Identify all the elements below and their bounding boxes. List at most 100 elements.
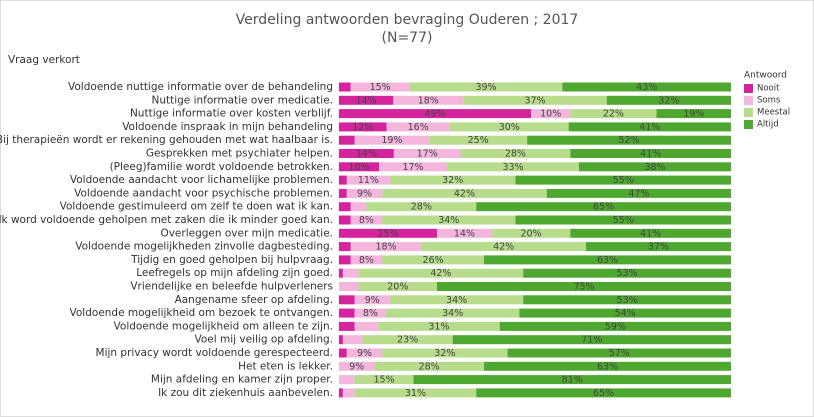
bar-segment [339, 255, 351, 265]
category-label: Voldoende inspraak in mijn behandeling [122, 121, 333, 133]
data-label: 41% [639, 122, 660, 133]
data-label: 8% [359, 255, 374, 266]
bar-segment [413, 375, 731, 385]
bar-segment [339, 109, 532, 119]
bar-segment [354, 375, 414, 385]
bar-segment [346, 188, 383, 198]
data-label: 33% [502, 162, 523, 173]
data-label: 10% [348, 162, 369, 173]
category-label: Gesprekken met psychiater helpen. [146, 148, 333, 160]
bar-segment [386, 308, 520, 318]
bar-segment [339, 295, 355, 305]
bar-segment [354, 135, 430, 145]
category-label: Mijn afdeling en kamer zijn proper. [151, 374, 333, 386]
legend-title: Antwoord [744, 71, 787, 81]
bar-segment [570, 228, 731, 238]
data-label: 41% [640, 228, 661, 239]
bar-segment [339, 82, 351, 92]
bar-segment [339, 135, 355, 145]
data-label: 9% [365, 295, 380, 306]
category-label: Nuttige informatie over kosten verblijf. [130, 108, 333, 120]
category-label: Ik zou dit ziekenhuis aanbevelen. [158, 387, 333, 399]
category-label: Voldoende nuttige informatie over de beh… [68, 81, 333, 93]
data-label: 25% [377, 228, 398, 239]
data-label: 41% [640, 149, 661, 160]
data-label: 55% [613, 215, 634, 226]
bar-segment [350, 215, 383, 225]
data-label: 23% [397, 335, 418, 346]
category-label: Bij therapieën wordt er rekening gehoude… [0, 134, 333, 146]
bar-segment [339, 122, 387, 132]
bar-segment [382, 188, 547, 198]
data-label: 14% [356, 95, 377, 106]
data-label: 17% [417, 149, 438, 160]
bar-segment [382, 215, 516, 225]
data-label: 47% [628, 188, 649, 199]
data-label: 10% [540, 109, 561, 120]
bar-segment [389, 295, 524, 305]
data-label: 9% [349, 361, 364, 372]
bar-segment [519, 308, 731, 318]
data-label: 42% [454, 188, 475, 199]
data-label: 32% [442, 175, 463, 186]
bar-segment [421, 242, 586, 252]
data-label: 71% [581, 335, 602, 346]
data-label: 55% [613, 175, 634, 186]
legend-label: Nooit [757, 84, 780, 94]
bar-segment [358, 268, 524, 278]
category-label: Ik word voldoende geholpen met zaken die… [0, 214, 333, 226]
bar-segment [570, 149, 731, 158]
chart-title: Verdeling antwoorden bevraging Ouderen ;… [236, 12, 579, 28]
category-label: Voldoende mogelijkheid om bezoek te ontv… [70, 307, 333, 319]
data-label: 17% [402, 162, 423, 173]
legend-swatch [744, 84, 753, 93]
data-label: 12% [352, 122, 373, 133]
data-label: 9% [357, 188, 372, 199]
axis-label: Vraag verkort [8, 54, 80, 66]
bar-segment [523, 268, 731, 278]
bar-segment [579, 162, 731, 172]
bar-segment [339, 202, 351, 212]
legend-swatch [744, 96, 753, 105]
data-label: 38% [644, 162, 665, 173]
bar-segment [346, 175, 390, 185]
category-label: Voldoende mogelijkheden zinvolle dagbest… [75, 241, 333, 253]
data-label: 28% [505, 149, 526, 160]
data-label: 20% [387, 282, 408, 293]
bar-segment [339, 149, 394, 158]
data-label: 59% [605, 321, 626, 332]
bar-segment [339, 375, 355, 385]
data-label: 20% [521, 228, 542, 239]
category-label: Voldoende aandacht voor psychische probl… [74, 187, 333, 199]
bar-segment [354, 388, 477, 398]
category-label: Leefregels op mijn afdeling zijn goed. [136, 267, 333, 279]
bar-segment [339, 162, 379, 172]
bar-segment [527, 135, 731, 145]
data-label: 30% [499, 122, 520, 133]
bar-segment [339, 308, 355, 318]
data-label: 57% [609, 348, 630, 359]
bar-segment [476, 388, 731, 398]
bar-segment [429, 135, 528, 145]
data-label: 11% [358, 175, 379, 186]
bar-segment [409, 82, 563, 92]
data-label: 42% [430, 268, 451, 279]
legend-swatch [744, 108, 753, 117]
data-label: 31% [405, 388, 426, 399]
bar-segment [484, 361, 731, 371]
bar-segment [339, 242, 351, 252]
bar-segment [382, 255, 485, 265]
data-label: 14% [454, 228, 475, 239]
bar-segment [339, 388, 343, 398]
data-label: 49% [424, 109, 445, 120]
category-label: Voldoende aandacht voor lichamelijke pro… [70, 174, 333, 186]
data-label: 8% [363, 308, 378, 319]
data-label: 52% [619, 135, 640, 146]
bar-segment [531, 109, 571, 119]
bar-segment [568, 122, 731, 132]
bar-segment [350, 242, 422, 252]
data-label: 9% [357, 348, 372, 359]
bar-segment [339, 348, 347, 358]
bar-segment [354, 308, 387, 318]
bar-segment [378, 321, 500, 331]
